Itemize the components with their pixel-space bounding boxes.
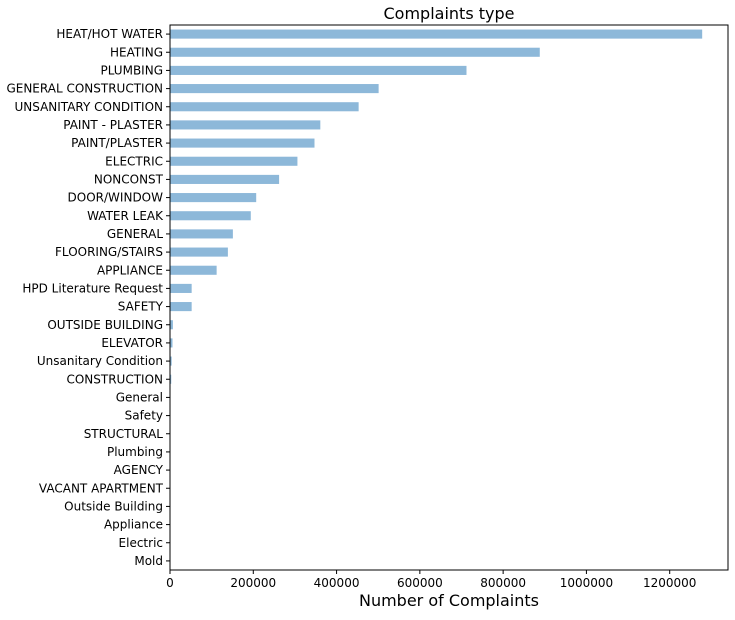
y-tick-label: NONCONST bbox=[94, 172, 164, 186]
bar bbox=[170, 175, 279, 184]
x-tick-label: 1200000 bbox=[643, 576, 696, 590]
x-tick-label: 800000 bbox=[480, 576, 526, 590]
bar bbox=[170, 157, 297, 166]
bar bbox=[170, 120, 320, 129]
bar bbox=[170, 229, 233, 238]
y-tick-label: HEATING bbox=[110, 45, 163, 59]
bar bbox=[170, 102, 359, 111]
y-tick-label: General bbox=[116, 390, 163, 404]
bar bbox=[170, 284, 192, 293]
y-tick-label: Plumbing bbox=[107, 445, 163, 459]
y-tick-label: APPLIANCE bbox=[97, 263, 163, 277]
y-tick-label: Appliance bbox=[104, 518, 163, 532]
bar bbox=[170, 211, 251, 220]
bar bbox=[170, 84, 379, 93]
y-tick-label: PAINT/PLASTER bbox=[71, 136, 163, 150]
y-tick-label: FLOORING/STAIRS bbox=[55, 245, 163, 259]
y-tick-label: GENERAL bbox=[107, 227, 164, 241]
bar bbox=[170, 193, 256, 202]
x-tick-label: 1000000 bbox=[560, 576, 613, 590]
y-tick-label: GENERAL CONSTRUCTION bbox=[6, 82, 163, 96]
y-tick-label: Outside Building bbox=[64, 499, 163, 513]
x-axis-label: Number of Complaints bbox=[359, 591, 539, 610]
y-tick-label: Safety bbox=[125, 409, 163, 423]
bar bbox=[170, 48, 540, 57]
y-tick-label: CONSTRUCTION bbox=[66, 372, 163, 386]
x-tick-label: 600000 bbox=[397, 576, 443, 590]
y-tick-label: STRUCTURAL bbox=[84, 427, 164, 441]
y-tick-label: HPD Literature Request bbox=[22, 281, 163, 295]
bar bbox=[170, 139, 314, 148]
y-tick-label: DOOR/WINDOW bbox=[68, 191, 164, 205]
y-tick-label: WATER LEAK bbox=[87, 209, 164, 223]
y-tick-label: AGENCY bbox=[114, 463, 164, 477]
bar bbox=[170, 266, 217, 275]
y-axis-ticks: HEAT/HOT WATER HEATING PLUMBING GENERAL CON… bbox=[6, 27, 170, 568]
y-tick-label: Mold bbox=[134, 554, 163, 568]
bar bbox=[170, 248, 228, 257]
bar bbox=[170, 30, 702, 39]
y-tick-label: SAFETY bbox=[118, 300, 164, 314]
y-tick-label: UNSANITARY CONDITION bbox=[14, 100, 163, 114]
y-tick-label: VACANT APARTMENT bbox=[39, 481, 164, 495]
x-tick-label: 200000 bbox=[230, 576, 276, 590]
x-axis-ticks: 0 200000 400000 600000 800000 1000000 1200000 bbox=[166, 570, 696, 590]
y-tick-label: Electric bbox=[119, 536, 163, 550]
y-tick-label: OUTSIDE BUILDING bbox=[47, 318, 163, 332]
y-tick-label: HEAT/HOT WATER bbox=[56, 27, 163, 41]
y-tick-label: ELEVATOR bbox=[101, 336, 163, 350]
y-tick-label: ELECTRIC bbox=[105, 154, 163, 168]
y-tick-label: Unsanitary Condition bbox=[37, 354, 163, 368]
y-tick-label: PAINT - PLASTER bbox=[63, 118, 163, 132]
y-tick-label: PLUMBING bbox=[100, 63, 163, 77]
x-tick-label: 0 bbox=[166, 576, 174, 590]
x-tick-label: 400000 bbox=[314, 576, 360, 590]
bar bbox=[170, 302, 192, 311]
chart-title: Complaints type bbox=[384, 4, 515, 23]
bar bbox=[170, 66, 466, 75]
bars-group bbox=[170, 30, 702, 566]
